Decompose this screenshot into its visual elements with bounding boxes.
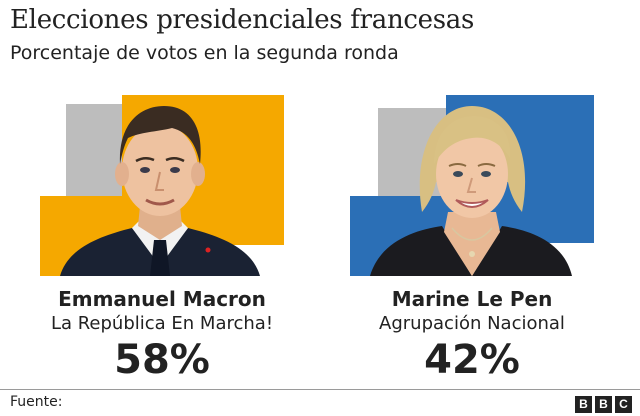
candidate-vote-percent: 58% xyxy=(114,337,210,383)
candidate-name: Emmanuel Macron xyxy=(58,287,266,311)
page-title: Elecciones presidenciales francesas xyxy=(10,5,475,35)
page-subtitle: Porcentaje de votos en la segunda ronda xyxy=(10,42,399,64)
le-pen-portrait xyxy=(370,106,572,276)
footer-divider xyxy=(0,389,640,390)
bbc-logo-letter: C xyxy=(615,396,632,413)
source-label: Fuente: xyxy=(10,394,63,410)
bbc-logo: B B C xyxy=(575,396,632,413)
candidate-vote-percent: 42% xyxy=(424,337,520,383)
candidate-name: Marine Le Pen xyxy=(391,287,553,311)
bbc-logo-letter: B xyxy=(575,396,592,413)
bbc-logo-letter: B xyxy=(595,396,612,413)
candidate-party: Agrupación Nacional xyxy=(379,313,565,334)
candidate-party: La República En Marcha! xyxy=(50,313,274,334)
macron-portrait xyxy=(60,106,260,276)
